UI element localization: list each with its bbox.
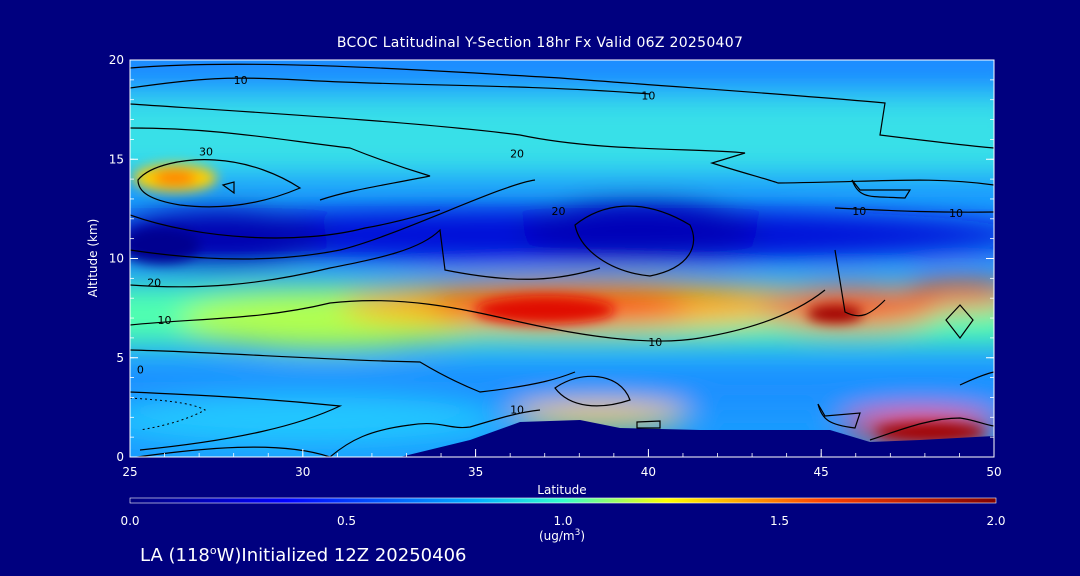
- colorbar: [129, 497, 997, 504]
- contour-label: 20: [147, 276, 161, 289]
- y-tick-label: 0: [116, 450, 124, 464]
- footer-initialized: W)Initialized 12Z 20250406: [216, 545, 467, 566]
- x-tick-label: 30: [295, 465, 310, 479]
- colorbar-ticks: 0.0 0.5 1.0 1.5 2.0: [120, 514, 1005, 528]
- concentration-peaks: [130, 164, 985, 441]
- x-axis: 25 30 35 40 45 50: [122, 449, 1002, 479]
- contour-label: 20: [510, 147, 524, 160]
- y-axis-label: Altitude (km): [86, 219, 100, 298]
- colorbar-tick-label: 0.5: [337, 514, 356, 528]
- x-tick-label: 25: [122, 465, 137, 479]
- x-tick-label: 45: [814, 465, 829, 479]
- chart-title: BCOC Latitudinal Y-Section 18hr Fx Valid…: [336, 35, 744, 51]
- y-tick-label: 5: [116, 351, 124, 365]
- contour-label: 10: [641, 90, 655, 103]
- terrain: [130, 420, 994, 457]
- y-tick-label: 10: [109, 252, 124, 266]
- colorbar-tick-label: 1.5: [770, 514, 789, 528]
- y-tick-label: 20: [109, 53, 124, 67]
- contour-label: 10: [648, 336, 662, 349]
- contour-label: 20: [552, 205, 566, 218]
- contour-lines: [130, 63, 994, 457]
- colorbar-units: (ug/m3): [539, 528, 585, 543]
- contour-label: 10: [234, 74, 248, 87]
- contour-label: 10: [949, 207, 963, 220]
- x-tick-label: 50: [986, 465, 1001, 479]
- contour-label: 10: [510, 403, 524, 416]
- contour-labels: 10 10 30 20 20 10 10 20 10 10 0 10: [137, 74, 963, 417]
- colorbar-tick-label: 0.0: [120, 514, 139, 528]
- contour-label: 0: [137, 364, 144, 377]
- footer-init-text: LA (118oW)Initialized 12Z 20250406: [140, 544, 466, 566]
- footer-location: LA (118: [140, 545, 210, 566]
- x-tick-label: 40: [641, 465, 656, 479]
- contour-label: 10: [158, 314, 172, 327]
- x-axis-label: Latitude: [537, 483, 586, 497]
- contour-label: 30: [199, 145, 213, 158]
- colorbar-tick-label: 1.0: [553, 514, 572, 528]
- x-tick-label: 35: [468, 465, 483, 479]
- contour-label: 10: [852, 205, 866, 218]
- y-tick-label: 15: [109, 152, 124, 166]
- concentration-field: [130, 60, 994, 445]
- plot-area: 10 10 30 20 20 10 10 20 10 10 0 10: [130, 60, 994, 457]
- degree-symbol: o: [209, 544, 217, 557]
- dashed-contour: [130, 397, 207, 431]
- colorbar-tick-label: 2.0: [986, 514, 1005, 528]
